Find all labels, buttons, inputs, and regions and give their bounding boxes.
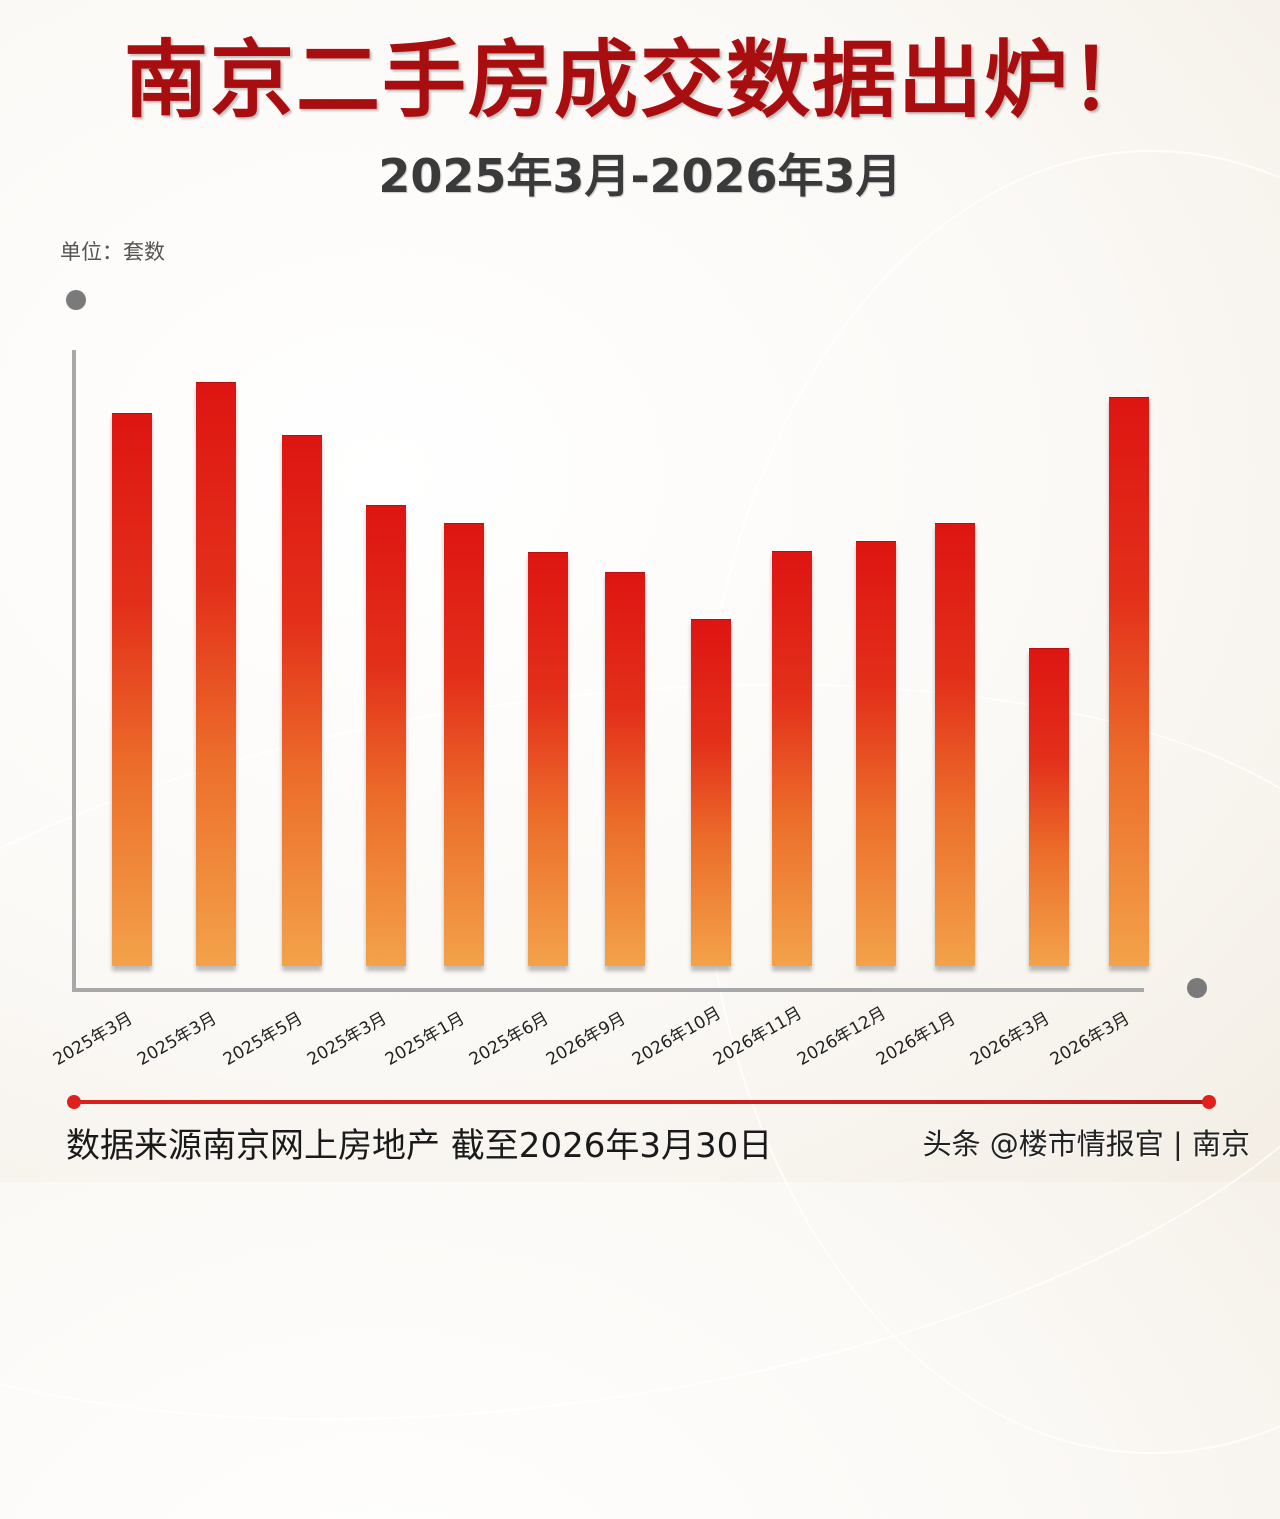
bar	[112, 413, 152, 966]
bar	[935, 523, 975, 966]
bar	[196, 382, 236, 966]
bar	[691, 619, 731, 966]
bar	[1109, 397, 1149, 966]
y-axis	[72, 350, 76, 990]
bar	[1029, 648, 1069, 966]
bar	[366, 505, 406, 966]
x-axis	[72, 988, 1144, 992]
bar	[605, 572, 645, 966]
x-tick-label: 2026年3月	[1047, 1008, 1134, 1070]
axis-top-dot	[66, 290, 86, 310]
x-tick-label: 2025年3月	[134, 1008, 221, 1070]
divider-start-dot	[67, 1095, 81, 1109]
page-title: 南京二手房成交数据出炉！	[123, 31, 1156, 129]
credit-text: 头条 @楼市情报官 | 南京	[922, 1127, 1250, 1161]
bar	[282, 435, 322, 966]
x-tick-label: 2025年3月	[304, 1008, 391, 1070]
bar	[444, 523, 484, 966]
x-tick-label: 2025年3月	[50, 1008, 137, 1070]
axis-end-dot	[1187, 978, 1207, 998]
data-source-text: 数据来源南京网上房地产 截至2026年3月30日	[66, 1126, 773, 1166]
bar	[772, 551, 812, 966]
page-subtitle: 2025年3月-2026年3月	[378, 149, 902, 203]
unit-label: 单位：套数	[60, 240, 165, 264]
divider-end-dot	[1202, 1095, 1216, 1109]
x-tick-label: 2026年9月	[543, 1008, 630, 1070]
bar	[528, 552, 568, 966]
x-tick-label: 2026年11月	[710, 1003, 806, 1070]
x-tick-label: 2025年5月	[220, 1008, 307, 1070]
x-tick-label: 2026年3月	[967, 1008, 1054, 1070]
x-tick-label: 2025年1月	[382, 1008, 469, 1070]
bar	[856, 541, 896, 966]
x-tick-label: 2025年6月	[466, 1008, 553, 1070]
source-divider	[74, 1100, 1210, 1104]
x-tick-label: 2026年12月	[794, 1003, 890, 1070]
x-tick-label: 2026年10月	[629, 1003, 725, 1070]
